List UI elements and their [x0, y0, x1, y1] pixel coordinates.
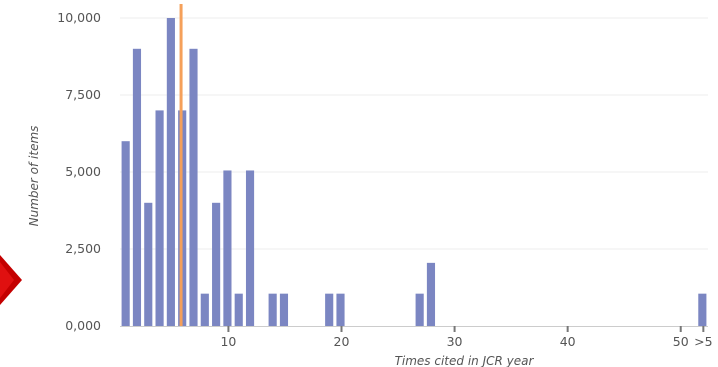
- bar: [698, 293, 707, 326]
- bar: [245, 170, 255, 326]
- bar: [279, 293, 289, 326]
- y-tick-label: 7,500: [65, 87, 101, 102]
- y-tick-label: 5,000: [65, 164, 101, 179]
- x-tick-label: 40: [560, 334, 576, 349]
- y-axis-title: Number of items: [27, 126, 41, 227]
- bar: [212, 202, 221, 326]
- y-tick-label: 10,000: [57, 10, 101, 25]
- x-tick-label: 20: [334, 334, 350, 349]
- bar: [223, 170, 232, 326]
- x-tick-label: 30: [447, 334, 463, 349]
- y-tick-label: 2,500: [65, 241, 101, 256]
- x-axis-ticks: 10 20 30 40 50 >5: [220, 326, 713, 349]
- gridlines: [120, 17, 708, 250]
- y-tick-label: 0,000: [65, 318, 101, 333]
- bar: [336, 293, 345, 326]
- bar: [132, 48, 142, 327]
- red-arrow-icon: [0, 255, 22, 305]
- bar: [325, 293, 334, 326]
- x-axis-title: Times cited in JCR year: [395, 354, 535, 367]
- bar: [415, 293, 424, 326]
- x-tick-label: >5: [694, 334, 712, 349]
- bar: [189, 48, 198, 327]
- y-axis-ticks: 0,000 2,500 5,000 7,500 10,000: [57, 10, 101, 333]
- bar: [268, 293, 277, 326]
- bar: [426, 262, 436, 326]
- bar: [121, 141, 130, 326]
- x-tick-label: 50: [673, 334, 689, 349]
- bar: [155, 110, 164, 327]
- x-tick-label: 10: [220, 334, 236, 349]
- bar: [200, 293, 209, 326]
- bar: [144, 202, 153, 326]
- bar: [234, 293, 243, 326]
- bar: [166, 18, 175, 326]
